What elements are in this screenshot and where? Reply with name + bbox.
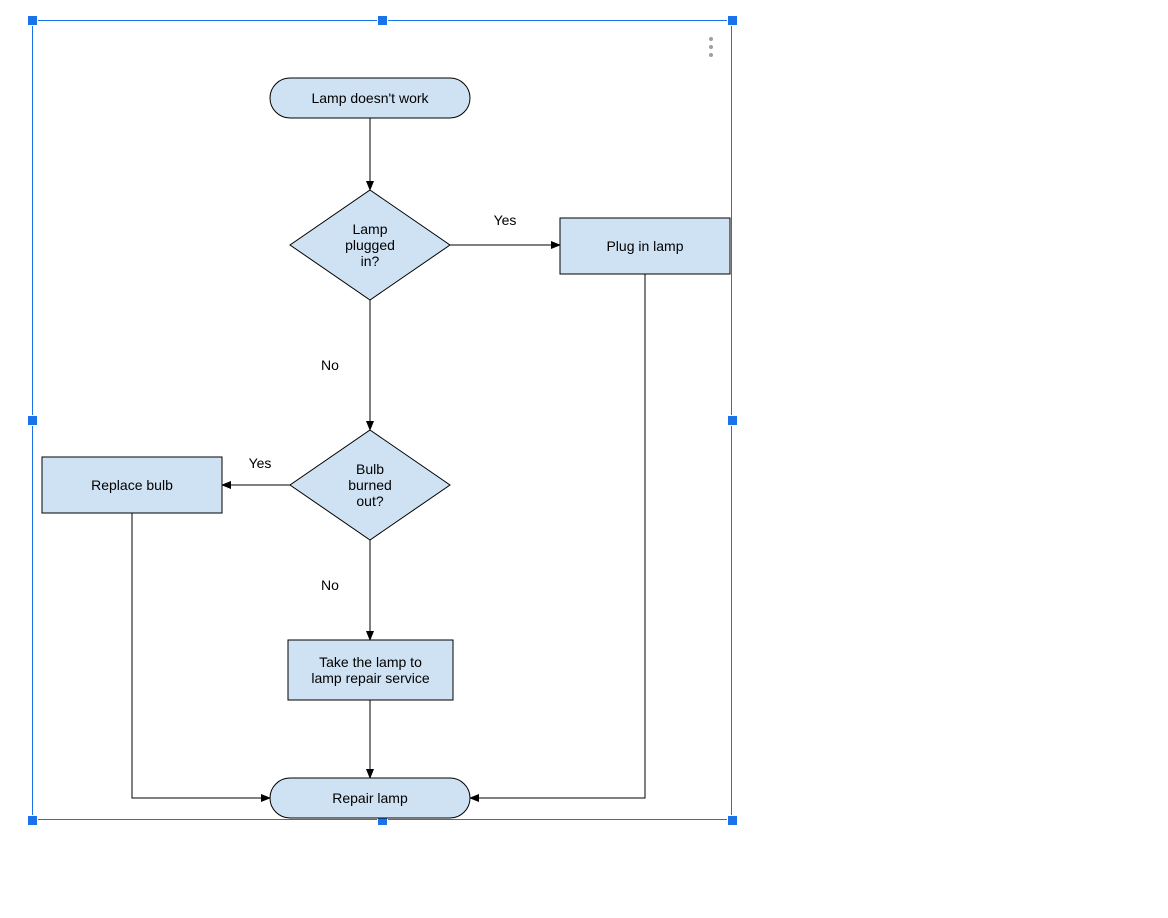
node-label-p1: Plug in lamp — [606, 238, 683, 254]
node-label-p3: Take the lamp tolamp repair service — [311, 654, 429, 686]
flowchart: YesNoYesNoLamp doesn't workLamppluggedin… — [0, 0, 1168, 918]
node-label-start: Lamp doesn't work — [311, 90, 429, 106]
diagram-canvas[interactable]: YesNoYesNoLamp doesn't workLamppluggedin… — [0, 0, 1168, 918]
edge-label-d1-p1: Yes — [494, 212, 517, 228]
edge-p2-end — [132, 513, 270, 798]
node-label-p2: Replace bulb — [91, 477, 173, 493]
edge-label-d1-d2: No — [321, 357, 339, 373]
edge-label-d2-p3: No — [321, 577, 339, 593]
edge-p1-end — [470, 274, 645, 798]
edge-label-d2-p2: Yes — [249, 455, 272, 471]
node-label-end: Repair lamp — [332, 790, 408, 806]
